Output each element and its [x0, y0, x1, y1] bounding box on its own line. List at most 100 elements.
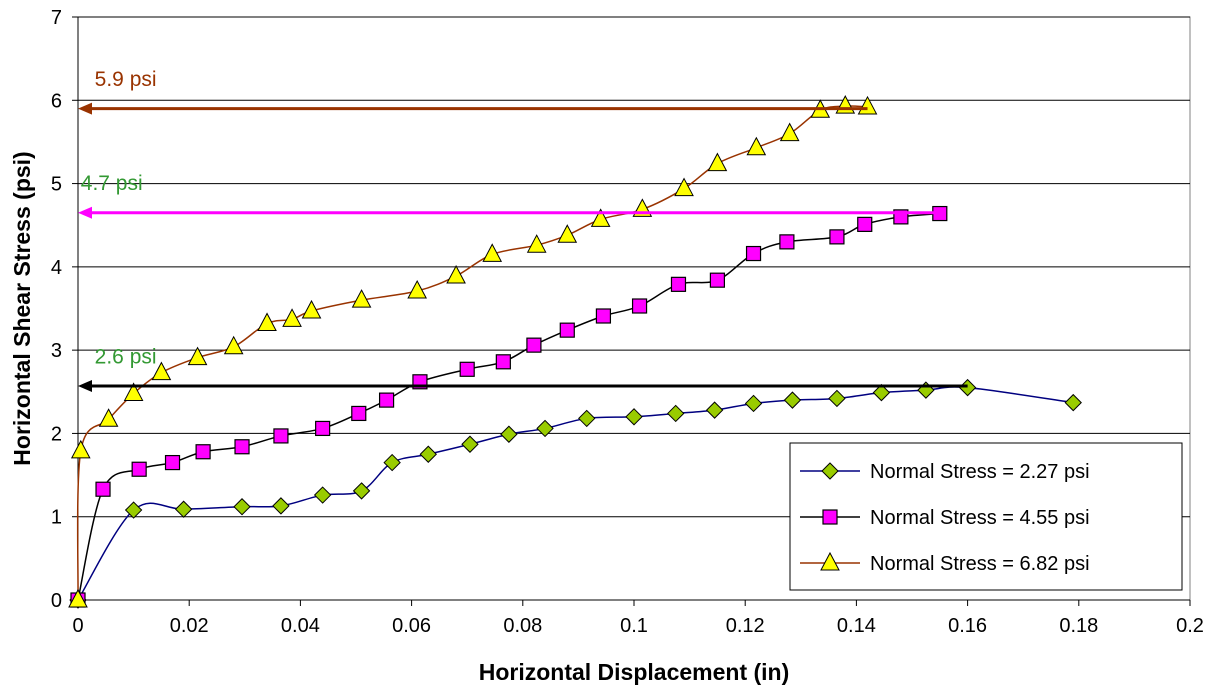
series-2-27-point [872, 383, 891, 402]
series-4-55-point [195, 444, 211, 460]
series-4-55-point [631, 298, 648, 314]
series-4-55-point [351, 405, 367, 422]
series-2-27-point [272, 497, 290, 515]
legend-marker [820, 551, 840, 571]
annotation-2-6-group: 2.6 psi [78, 345, 968, 392]
y-tick-label: 0 [51, 590, 62, 612]
series-6-82-point [446, 264, 466, 284]
series-4-55-point [495, 354, 511, 370]
legend-label: Normal Stress = 4.55 psi [870, 507, 1090, 529]
legend-layer: Normal Stress = 2.27 psi Normal Stress = … [789, 442, 1183, 591]
series-6-82-point [223, 335, 244, 355]
y-tick-label: 3 [51, 340, 62, 362]
series-2-27-point [500, 425, 518, 443]
series-2-27-point [744, 394, 763, 413]
x-tick-label: 0.16 [948, 615, 987, 637]
annotation-4-7-group: 4.7 psi [78, 172, 940, 219]
y-tick-label: 4 [51, 257, 62, 279]
series-2-27-point [419, 445, 437, 463]
legend-item-series-6-82: Normal Stress = 6.82 psi [800, 551, 1090, 575]
x-tick-label: 0.1 [620, 615, 648, 637]
series-2-27-point [828, 389, 846, 408]
series-6-82-point [590, 208, 611, 227]
x-tick-label: 0.08 [503, 615, 542, 637]
series-6-82-point [257, 312, 277, 331]
annotation-5-9-group: 5.9 psi [78, 68, 868, 115]
series-6-82-point [98, 408, 119, 427]
series-4-55-point [670, 276, 687, 292]
series-4-55-point [829, 229, 845, 245]
series-4-55-point [526, 337, 542, 353]
series-2-27-point [705, 401, 724, 419]
series-4-55-point [857, 216, 873, 232]
series-2-27-point [625, 408, 643, 426]
x-tick-label: 0.14 [837, 615, 876, 637]
series-2-27-point [124, 501, 143, 519]
y-tick-label: 5 [51, 174, 62, 196]
series-4-55-point [459, 361, 475, 377]
legend-item-series-2-27: Normal Stress = 2.27 psi [800, 461, 1090, 483]
x-tick-label: 0.02 [170, 615, 209, 637]
annotation-4-7-arrow-head [78, 206, 92, 219]
series-2-27-point [313, 486, 332, 504]
series-4-55-point [745, 245, 762, 262]
series-4-55-point [559, 322, 575, 338]
series-2-27-point [233, 498, 251, 516]
series-6-82-point [482, 243, 503, 262]
series-4-55-point [595, 308, 612, 324]
legend-marker [821, 462, 839, 480]
series-6-82-point [407, 279, 427, 299]
series-2-27-point [383, 453, 401, 472]
y-tick-label: 6 [51, 90, 62, 112]
series-2-27-group [69, 378, 1082, 609]
series-2-27-point [578, 409, 596, 428]
series-2-27-point [174, 500, 193, 518]
series-6-82-point [746, 136, 767, 156]
y-tick-label: 1 [51, 507, 62, 529]
series-4-55-point [709, 272, 726, 288]
series-2-27-point [461, 435, 479, 453]
series-6-82-point [674, 177, 694, 197]
annotation-4-7-label: 4.7 psi [81, 172, 143, 195]
series-4-55-point [95, 481, 111, 497]
series-6-82-point [282, 308, 302, 327]
legend-item-series-4-55: Normal Stress = 4.55 psi [800, 507, 1090, 529]
series-6-82-point [70, 439, 91, 459]
series-6-82-point [123, 382, 144, 401]
series-4-55-point [234, 439, 250, 455]
annotation-5-9-label: 5.9 psi [95, 68, 157, 91]
series-4-55-point [131, 461, 147, 477]
x-tick-label: 0.18 [1059, 615, 1098, 637]
series-2-27-point [352, 482, 371, 500]
y-axis-title: Horizontal Shear Stress (psi) [9, 151, 35, 465]
y-tick-label: 7 [51, 7, 62, 29]
x-axis-title: Horizontal Displacement (in) [479, 659, 790, 685]
annotation-layer: 5.9 psi 4.7 psi 2.6 psi [78, 68, 968, 392]
series-6-82-point [707, 152, 728, 172]
series-6-82-point [187, 346, 208, 366]
series-6-82-point [526, 234, 547, 253]
annotation-2-6-arrow-head [78, 379, 92, 392]
x-tick-label: 0.2 [1176, 615, 1204, 637]
legend-marker [822, 509, 838, 525]
series-6-82-point [351, 289, 372, 308]
series-6-82-point [68, 588, 88, 608]
series-6-82-point [557, 224, 578, 243]
series-2-27-point [666, 404, 685, 423]
legend-label: Normal Stress = 2.27 psi [870, 461, 1090, 483]
x-tick-label: 0.04 [281, 615, 320, 637]
series-2-27-point [536, 419, 554, 438]
annotation-2-6-label: 2.6 psi [95, 345, 157, 368]
x-tick-label: 0.06 [392, 615, 431, 637]
series-2-27-point [783, 391, 802, 409]
legend-label: Normal Stress = 6.82 psi [870, 553, 1090, 575]
series-6-82-point [151, 361, 172, 381]
x-tick-label: 0.12 [726, 615, 765, 637]
series-6-82-point [779, 122, 800, 142]
series-6-82-point [301, 299, 322, 319]
series-4-55-point [315, 420, 331, 437]
series-2-27-point [1064, 393, 1082, 412]
series-4-55-group [70, 205, 948, 608]
